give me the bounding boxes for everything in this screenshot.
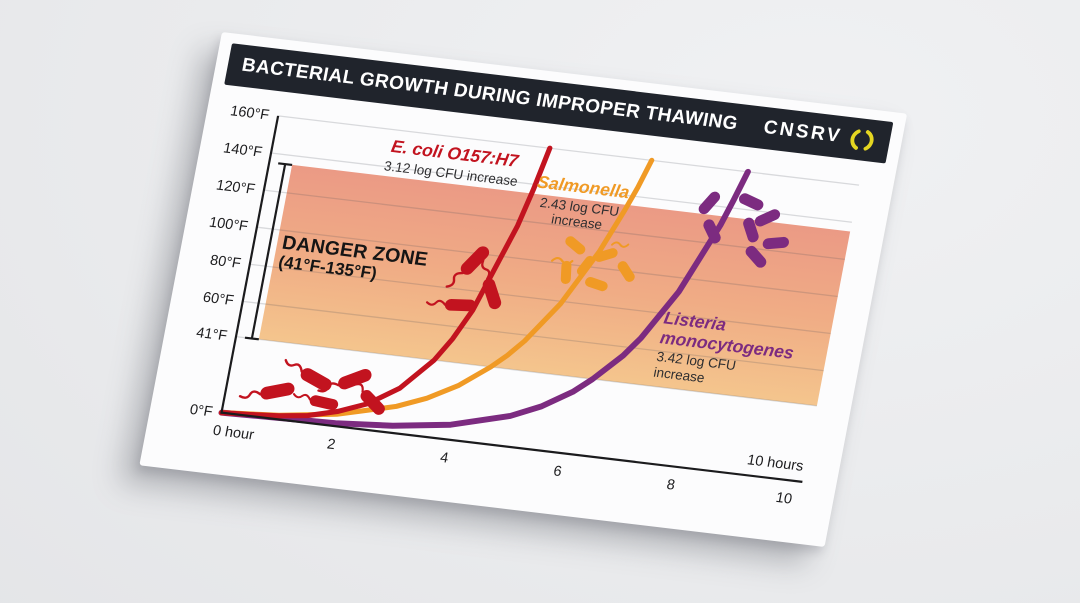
x-last-label: 10 hours (746, 452, 805, 474)
brand: CNSRV (761, 115, 878, 155)
gridline (235, 335, 818, 407)
y-tick-label: 41°F (195, 325, 229, 344)
y-tick-label: 0°F (188, 402, 214, 420)
title-bar: BACTERIAL GROWTH DURING IMPROPER THAWING… (224, 43, 894, 164)
x-tick-label: 8 (665, 477, 676, 494)
gridline (242, 300, 824, 372)
gridline (270, 152, 853, 223)
x-tick-label: 4 (439, 450, 450, 467)
growth-curve-1 (218, 157, 655, 418)
salmonella-bacteria-cluster-icon (550, 234, 637, 293)
x-first-label: 0 hour (211, 423, 255, 444)
y-tick-label: 120°F (215, 178, 257, 198)
gridline (249, 263, 831, 335)
logo-ring-icon (850, 128, 874, 151)
x-tick-label: 6 (552, 463, 563, 480)
infographic-card: 160°F 140°F 120°F 100°F 80°F 60°F 41°F 0°F 2 4 6 8 1… (139, 32, 908, 547)
y-tick-label: 140°F (222, 140, 264, 160)
y-axis-line (220, 115, 280, 414)
y-tick-label: 80°F (209, 253, 243, 272)
brand-name: CNSRV (761, 116, 844, 147)
y-tick-label: 160°F (229, 103, 271, 123)
axis-tick-labels: 160°F 140°F 120°F 100°F 80°F 60°F 41°F 0°F 2 4 6 8 1… (188, 103, 793, 508)
gridline (277, 115, 860, 186)
y-tick-label: 60°F (202, 290, 236, 309)
gridline (256, 226, 838, 298)
y-tick-label: 100°F (208, 215, 250, 235)
x-tick-label: 2 (326, 436, 337, 453)
danger-zone-band (258, 164, 851, 406)
x-tick-label: 10 (774, 490, 793, 508)
danger-zone-bracket (244, 162, 293, 341)
growth-curve-0 (218, 145, 553, 419)
growth-chart: 160°F 140°F 120°F 100°F 80°F 60°F 41°F 0°F 2 4 6 8 1… (188, 103, 860, 508)
danger-zone-rect (258, 164, 851, 406)
x-axis-line (220, 411, 803, 483)
